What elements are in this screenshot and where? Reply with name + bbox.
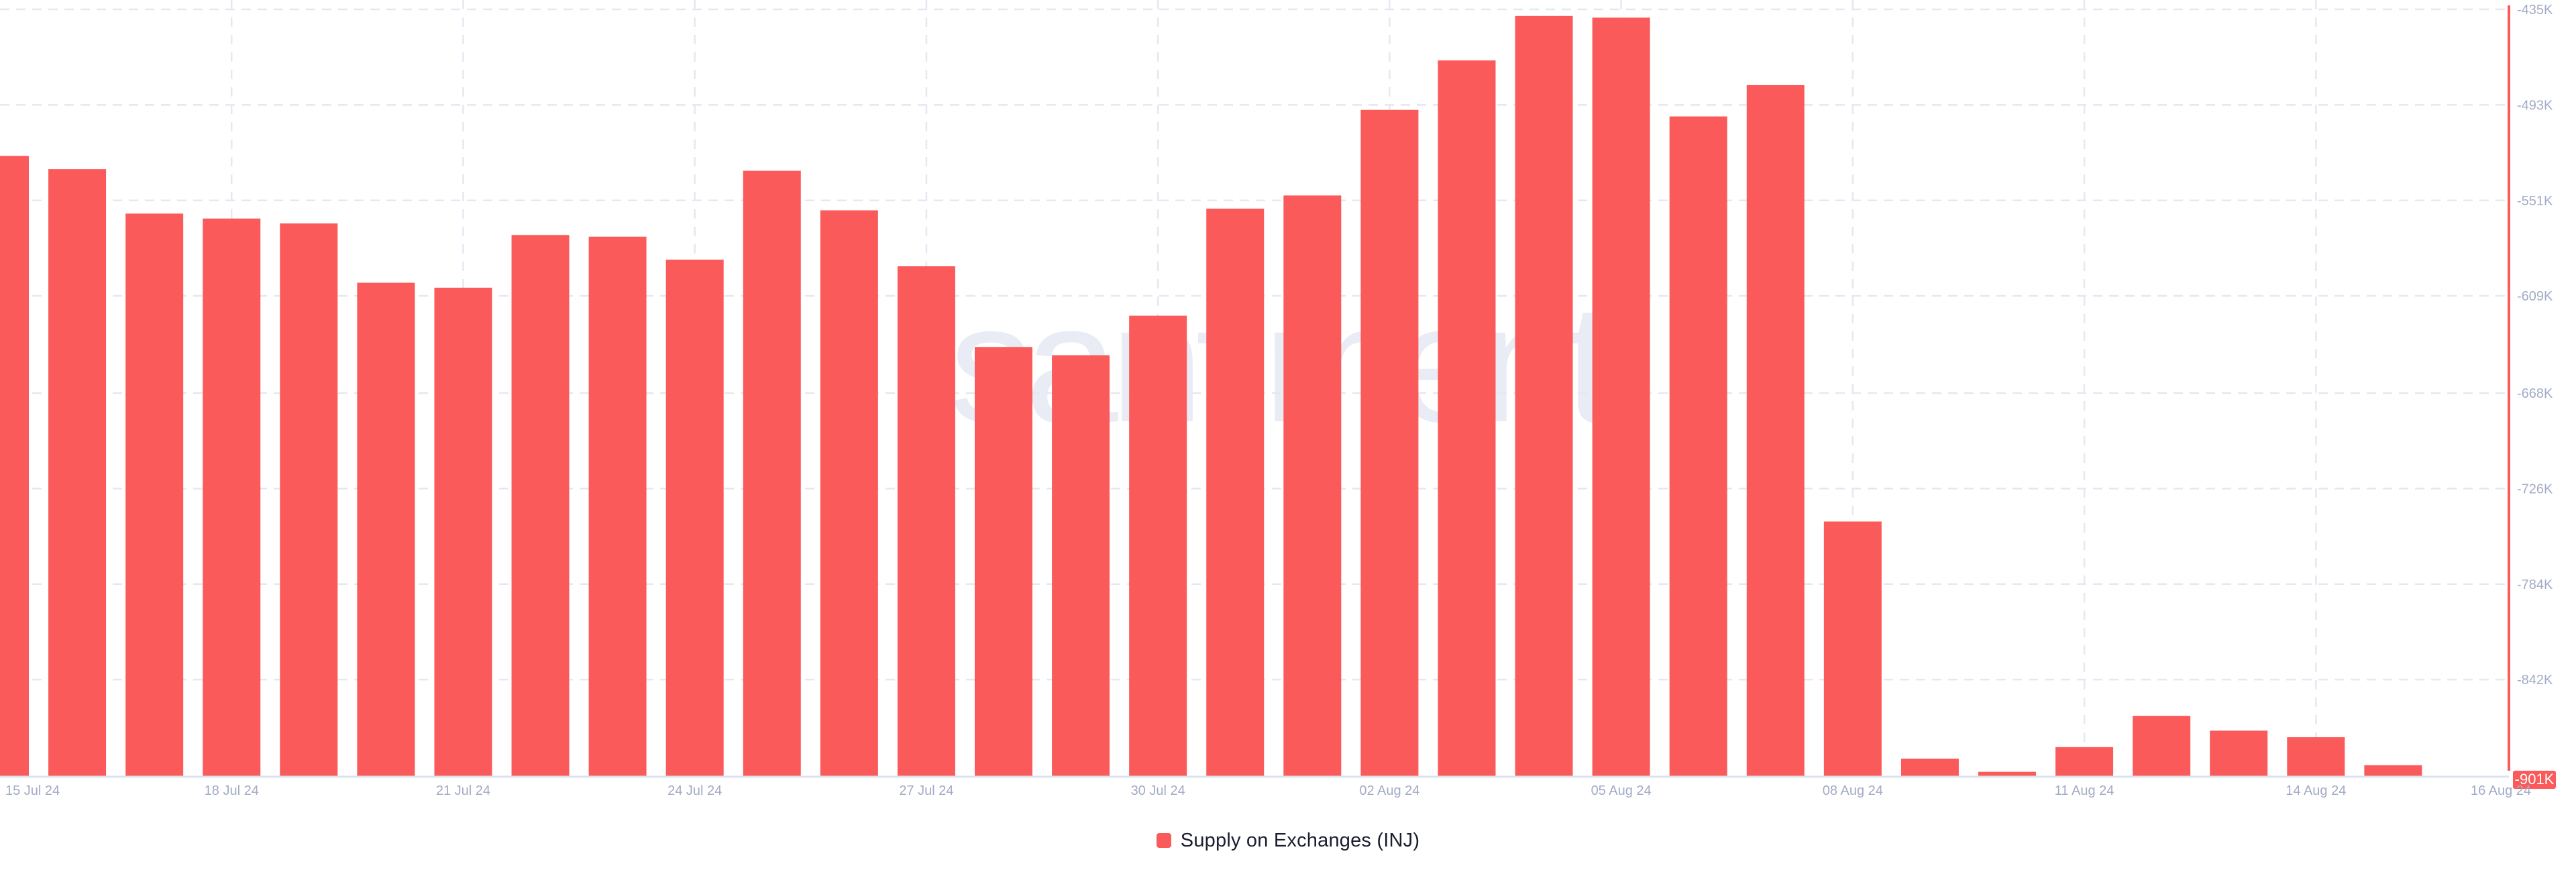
bar[interactable] bbox=[1823, 521, 1882, 777]
bar[interactable] bbox=[1746, 85, 1805, 777]
y-tick-label: -784K bbox=[2517, 578, 2553, 592]
bar[interactable] bbox=[2287, 737, 2345, 777]
bar[interactable] bbox=[1592, 17, 1650, 777]
bar[interactable] bbox=[203, 218, 261, 777]
bar[interactable] bbox=[1669, 116, 1727, 777]
bar[interactable] bbox=[511, 235, 570, 777]
x-tick-label: 11 Aug 24 bbox=[2055, 783, 2114, 798]
x-tick-label: 24 Jul 24 bbox=[667, 783, 722, 798]
y-tick-label: -726K bbox=[2517, 482, 2553, 496]
legend-label: Supply on Exchanges (INJ) bbox=[1180, 830, 1420, 851]
watermark: santiment bbox=[949, 270, 1611, 457]
y-tick-label: -842K bbox=[2517, 673, 2553, 688]
y-tick-label: -435K bbox=[2517, 3, 2553, 17]
x-tick-label: 02 Aug 24 bbox=[1359, 783, 1419, 798]
x-tick-label: 16 Aug 24 bbox=[2471, 783, 2531, 798]
bar[interactable] bbox=[588, 236, 647, 777]
x-tick-label: 18 Jul 24 bbox=[205, 783, 259, 798]
y-tick-label: -668K bbox=[2517, 386, 2553, 401]
bar[interactable] bbox=[1900, 758, 1959, 777]
legend[interactable]: Supply on Exchanges (INJ) bbox=[0, 829, 2576, 852]
bar[interactable] bbox=[2133, 716, 2191, 777]
bar[interactable] bbox=[48, 169, 107, 777]
bar[interactable] bbox=[1438, 60, 1496, 777]
x-tick-label: 14 Aug 24 bbox=[2286, 783, 2346, 798]
bar[interactable] bbox=[280, 223, 338, 777]
x-tick-label: 27 Jul 24 bbox=[899, 783, 953, 798]
y-tick-label: -609K bbox=[2517, 289, 2553, 304]
bar[interactable] bbox=[2055, 747, 2114, 777]
bar[interactable] bbox=[1515, 15, 1573, 777]
x-tick-label: 08 Aug 24 bbox=[1823, 783, 1883, 798]
bar[interactable] bbox=[1052, 355, 1110, 777]
bar[interactable] bbox=[0, 156, 29, 777]
bar[interactable] bbox=[125, 213, 184, 777]
bar[interactable] bbox=[1129, 315, 1187, 777]
bar[interactable] bbox=[743, 170, 801, 777]
x-tick-label: 05 Aug 24 bbox=[1591, 783, 1652, 798]
bar[interactable] bbox=[434, 287, 492, 777]
y-tick-label: -551K bbox=[2517, 194, 2553, 209]
bar[interactable] bbox=[2364, 765, 2422, 777]
bar[interactable] bbox=[1206, 209, 1265, 777]
bar[interactable] bbox=[1978, 771, 2036, 777]
bar[interactable] bbox=[665, 260, 724, 777]
x-tick-label: 30 Jul 24 bbox=[1131, 783, 1185, 798]
last-value-badge-label: -901K bbox=[2515, 771, 2555, 787]
legend-swatch-icon bbox=[1156, 833, 1171, 848]
y-tick-label: -493K bbox=[2517, 98, 2553, 113]
x-tick-label: 15 Jul 24 bbox=[5, 783, 60, 798]
bar[interactable] bbox=[1360, 109, 1419, 777]
x-tick-label: 21 Jul 24 bbox=[436, 783, 490, 798]
bar[interactable] bbox=[820, 210, 878, 777]
bar[interactable] bbox=[975, 347, 1032, 777]
last-value-badge bbox=[2513, 771, 2556, 789]
bar[interactable] bbox=[1283, 195, 1342, 777]
bar[interactable] bbox=[897, 266, 955, 777]
bar[interactable] bbox=[2210, 730, 2268, 777]
bar[interactable] bbox=[357, 282, 415, 777]
